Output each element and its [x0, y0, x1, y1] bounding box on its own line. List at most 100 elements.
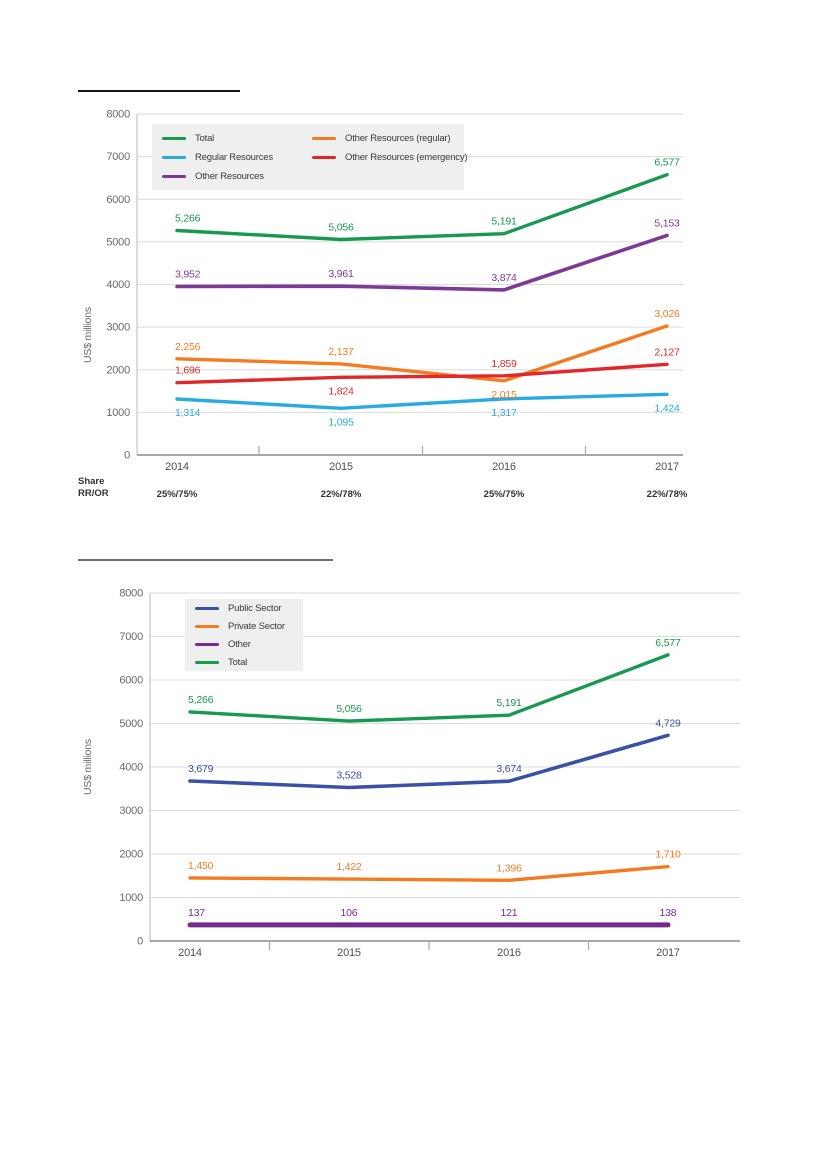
- share-value: 22%/78%: [320, 489, 362, 500]
- x-tick-label: 2016: [497, 947, 521, 959]
- chart2-legend: Public Sector Private Sector Other Total: [185, 599, 303, 671]
- legend-label: Total: [228, 656, 248, 668]
- legend-item: Other Resources (regular): [312, 131, 467, 145]
- legend-swatch: [162, 155, 186, 159]
- series-line: [175, 324, 669, 383]
- point-label: 2,256: [175, 341, 201, 353]
- legend-swatch: [195, 624, 219, 628]
- chart1-title-rule: [78, 90, 240, 92]
- y-tick-label: 1000: [106, 407, 130, 419]
- y-tick-label: 1000: [119, 892, 143, 904]
- legend-item: Other Resources: [162, 169, 312, 183]
- legend-swatch: [312, 136, 336, 140]
- y-tick-label: 0: [137, 936, 143, 948]
- point-label: 3,952: [175, 269, 201, 281]
- y-tick-label: 8000: [106, 109, 130, 121]
- y-axis-title: US$ millions: [82, 739, 94, 795]
- y-tick-label: 2000: [106, 364, 130, 376]
- y-tick-label: 0: [124, 450, 130, 462]
- point-label: 138: [660, 907, 677, 919]
- point-label: 3,674: [496, 763, 522, 775]
- legend-item: Other: [195, 638, 293, 651]
- chart1-legend: Total Regular Resources Other Resources Oth…: [152, 124, 468, 190]
- point-label: 3,874: [491, 272, 517, 284]
- legend-label: Total: [195, 132, 215, 144]
- legend-label: Other Resources: [195, 170, 264, 182]
- share-label-line1: Share: [78, 476, 105, 487]
- legend-item: Total: [195, 656, 293, 669]
- legend-item: Other Resources (emergency): [312, 150, 468, 164]
- series-line: [175, 362, 669, 385]
- legend-item: Regular Resources: [162, 150, 312, 164]
- point-label: 121: [501, 907, 518, 919]
- point-label: 1,450: [188, 860, 214, 872]
- legend-label: Other Resources (regular): [345, 132, 451, 144]
- chart2-title-rule: [78, 559, 333, 561]
- y-tick-label: 8000: [119, 588, 143, 600]
- point-label: 1,422: [336, 861, 362, 873]
- point-label: 3,026: [654, 308, 680, 320]
- point-label: 5,153: [654, 217, 680, 229]
- y-tick-label: 6000: [106, 194, 130, 206]
- legend-swatch: [195, 606, 219, 610]
- point-label: 5,191: [496, 697, 522, 709]
- point-label: 1,696: [175, 365, 201, 377]
- point-label: 2,015: [491, 389, 517, 401]
- legend-swatch: [312, 155, 336, 159]
- y-tick-label: 4000: [119, 762, 143, 774]
- series-line: [175, 233, 669, 292]
- y-tick-label: 5000: [106, 236, 130, 248]
- legend-label: Private Sector: [228, 620, 285, 632]
- point-label: 5,191: [491, 216, 517, 228]
- y-tick-label: 4000: [106, 279, 130, 291]
- y-tick-label: 3000: [119, 805, 143, 817]
- series-line: [175, 172, 669, 242]
- x-tick-label: 2017: [656, 947, 680, 959]
- point-label: 1,314: [175, 407, 201, 419]
- point-label: 137: [188, 907, 205, 919]
- point-label: 1,317: [491, 407, 517, 419]
- chart2-canvas: 0 1000 2000 3000 4000 5000 6000 7000 8000 2014 201…: [82, 588, 740, 959]
- y-tick-label: 6000: [119, 675, 143, 687]
- legend-item: Total: [162, 131, 312, 145]
- x-tick-label: 2014: [178, 947, 202, 959]
- point-label: 1,396: [496, 862, 522, 874]
- y-tick-label: 7000: [106, 151, 130, 163]
- point-label: 5,056: [328, 221, 354, 233]
- legend-label: Other: [228, 638, 251, 650]
- point-label: 2,127: [654, 346, 680, 358]
- point-label: 1,095: [328, 416, 354, 428]
- point-label: 1,424: [654, 402, 680, 414]
- series-line: [175, 392, 669, 410]
- series-line: [188, 864, 670, 882]
- y-tick-label: 7000: [119, 631, 143, 643]
- share-value: 25%/75%: [483, 489, 525, 500]
- y-tick-label: 3000: [106, 322, 130, 334]
- point-label: 5,266: [175, 213, 201, 225]
- y-tick-label: 2000: [119, 849, 143, 861]
- x-tick-label: 2015: [337, 947, 361, 959]
- point-label: 1,859: [491, 358, 517, 370]
- point-label: 6,577: [655, 637, 681, 649]
- point-label: 5,266: [188, 694, 214, 706]
- point-label: 1,710: [655, 849, 681, 861]
- share-rr-or-row: Share RR/OR 25%/75% 22%/78% 25%/75% 22%/…: [0, 476, 827, 506]
- chart1-canvas: 0 1000 2000 3000 4000 5000 6000 7000 8000 2014 201…: [82, 109, 683, 473]
- series-line: [188, 733, 670, 790]
- legend-swatch: [162, 136, 186, 140]
- point-label: 1,824: [328, 385, 354, 397]
- share-value: 22%/78%: [646, 489, 688, 500]
- legend-swatch: [195, 642, 219, 646]
- legend-item: Private Sector: [195, 620, 293, 633]
- point-label: 3,528: [336, 770, 362, 782]
- x-tick-label: 2016: [492, 461, 516, 473]
- legend-swatch: [195, 660, 219, 664]
- y-tick-label: 5000: [119, 718, 143, 730]
- point-label: 3,679: [188, 763, 214, 775]
- point-label: 4,729: [655, 717, 681, 729]
- legend-swatch: [162, 174, 186, 178]
- x-tick-label: 2014: [165, 461, 189, 473]
- x-tick-label: 2017: [655, 461, 679, 473]
- share-label-line2: RR/OR: [78, 488, 109, 499]
- point-label: 106: [341, 907, 358, 919]
